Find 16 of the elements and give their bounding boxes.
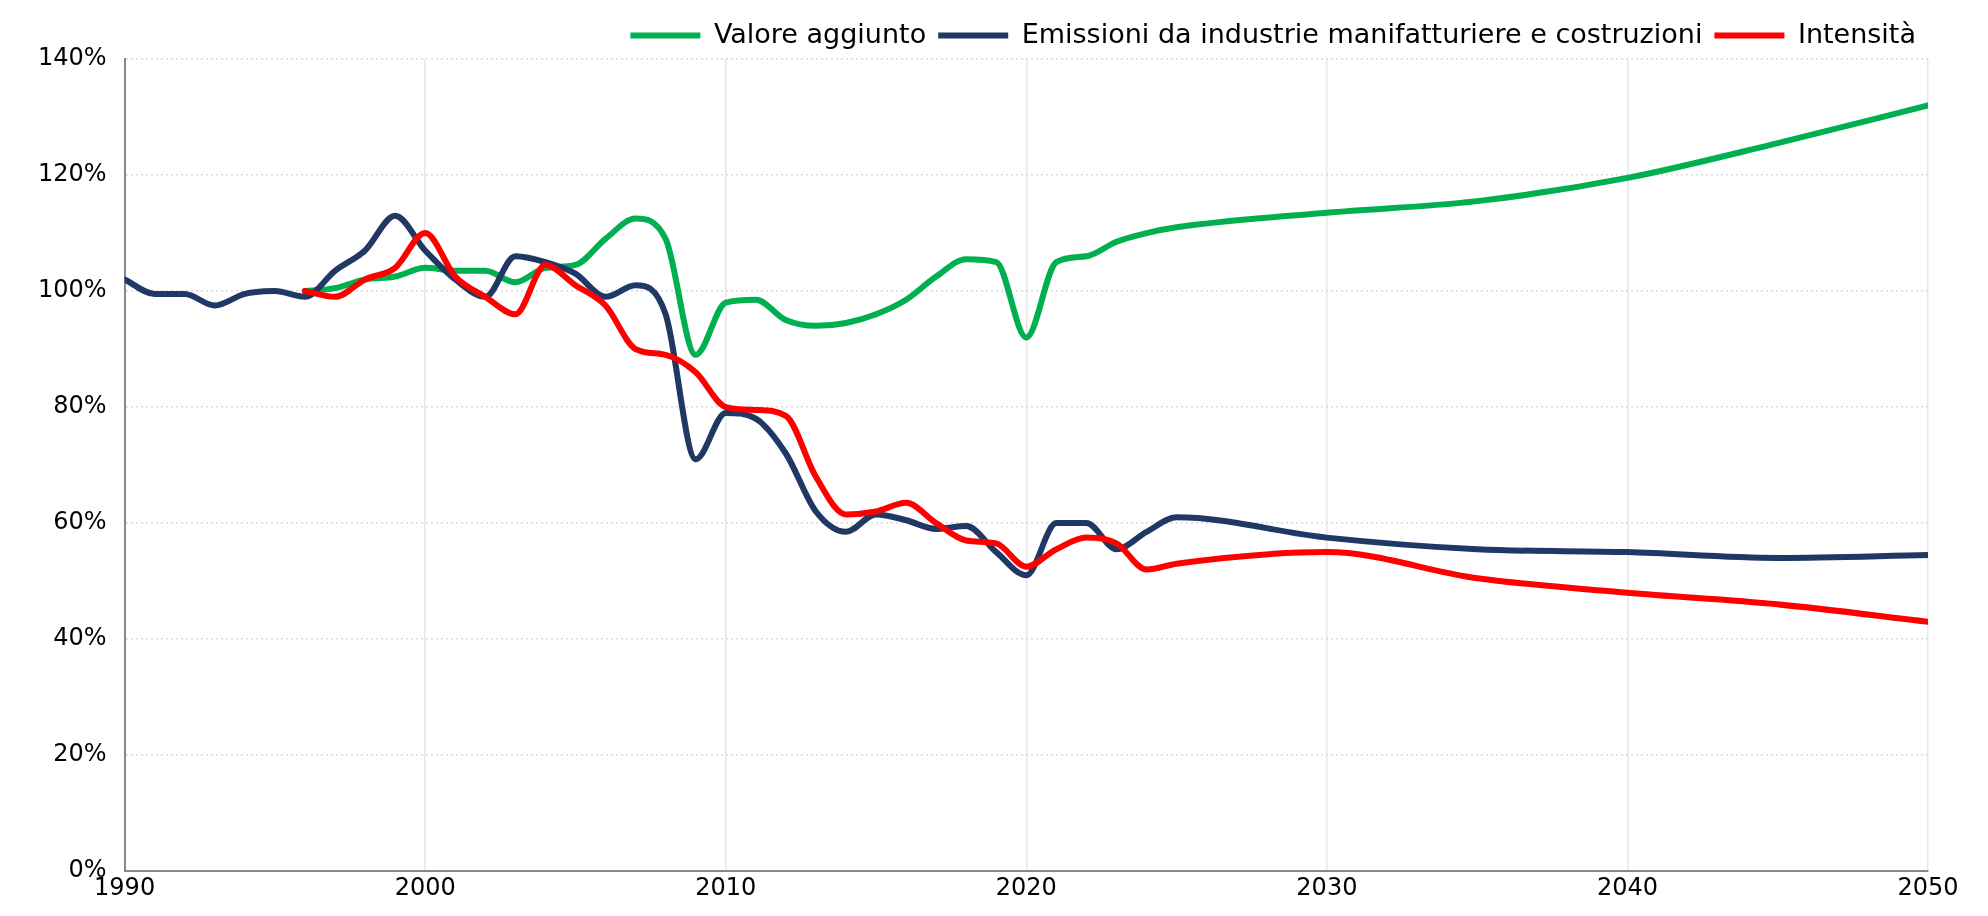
x-tick-label: 2020 <box>995 872 1057 901</box>
y-tick-label: 20% <box>53 739 107 768</box>
y-tick-label: 140% <box>37 43 107 72</box>
x-tick-label: 2040 <box>1596 872 1658 901</box>
x-tick-label: 2000 <box>394 872 456 901</box>
y-tick-label: 120% <box>37 159 107 188</box>
y-tick-label: 80% <box>53 391 107 420</box>
legend-label: Valore aggiunto <box>713 17 927 49</box>
legend-label: Emissioni da industrie manifatturiere e costruzioni <box>1021 17 1703 49</box>
y-tick-label: 40% <box>53 623 107 652</box>
x-tick-label: 2050 <box>1897 872 1959 901</box>
x-tick-label: 2030 <box>1296 872 1358 901</box>
y-tick-label: 100% <box>37 275 107 304</box>
x-tick-label: 2010 <box>695 872 757 901</box>
legend-label: Intensità <box>1797 17 1917 49</box>
y-tick-label: 60% <box>53 507 107 536</box>
